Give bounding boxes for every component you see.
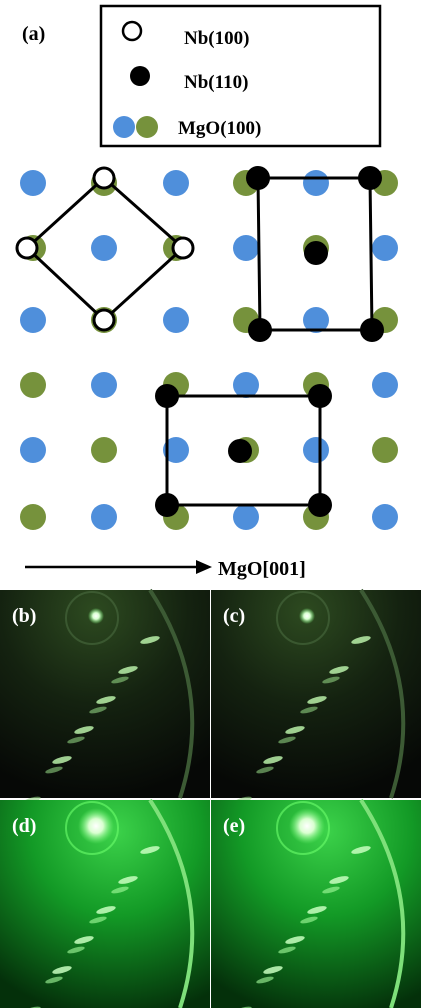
legend-marker [123,22,141,40]
panel-label: (b) [12,605,36,627]
legend-marker [136,116,158,138]
legend-marker [130,66,150,86]
mgo-site [91,372,117,398]
mgo-site [163,307,189,333]
panel-label: (c) [223,605,245,627]
figure: (a) Nb(100) Nb(110) MgO(100) MgO[001] (b… [0,0,422,1008]
mgo-site [20,504,46,530]
mgo-site [372,437,398,463]
legend-marker [113,116,135,138]
nb100-site [173,238,193,258]
nb110-site [308,493,332,517]
rheed-image: (e) [211,800,421,1008]
axis-label: MgO[001] [218,558,306,580]
panel-label: (e) [223,815,245,837]
mgo-site [20,372,46,398]
nb110-site [358,166,382,190]
legend-label: MgO(100) [178,118,261,139]
arrow-head [196,560,212,574]
nb100-site [94,310,114,330]
panel-label: (a) [22,23,45,45]
nb110-site [360,318,384,342]
nb110-site [308,384,332,408]
mgo-site [372,235,398,261]
nb100-site [17,238,37,258]
beam-spot [299,608,315,624]
nb100-site [94,168,114,188]
nb110-site [155,493,179,517]
legend-label: Nb(100) [184,28,249,49]
mgo-site [20,170,46,196]
mgo-site [91,235,117,261]
rheed-image: (d) [0,800,210,1008]
mgo-site [20,437,46,463]
beam-spot [289,808,325,844]
rheed-image: (c) [211,590,421,805]
nb110-site [248,318,272,342]
beam-spot [88,608,104,624]
mgo-site [303,437,329,463]
mgo-site [372,372,398,398]
mgo-site [233,372,259,398]
rheed-image: (b) [0,590,210,805]
mgo-site [303,170,329,196]
panel-label: (d) [12,815,36,837]
nb110-site [304,241,328,265]
mgo-site [233,504,259,530]
mgo-site [91,437,117,463]
mgo-site [233,235,259,261]
legend-label: Nb(110) [184,72,248,93]
nb110-site [155,384,179,408]
mgo-site [91,504,117,530]
mgo-site [372,504,398,530]
mgo-site [20,307,46,333]
rheed-panels: (b) (c) (d) (e) [0,590,421,1008]
lattice [17,166,398,530]
nb110-site [228,439,252,463]
beam-spot [78,808,114,844]
mgo-site [163,170,189,196]
nb110-site [246,166,270,190]
